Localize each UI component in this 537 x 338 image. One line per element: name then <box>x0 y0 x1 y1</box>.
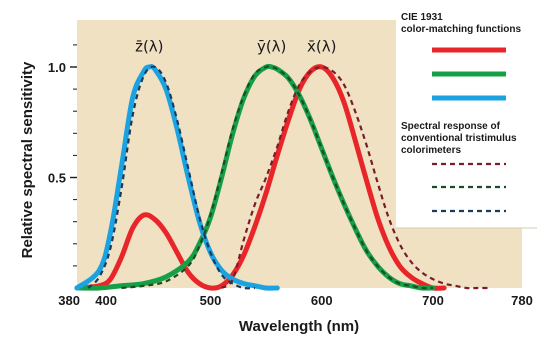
y-tick-label: 0.5 <box>48 171 66 186</box>
curve-label: x̄(λ) <box>307 38 336 56</box>
curve-label: ȳ(λ) <box>257 38 286 56</box>
legend: CIE 1931 color-matching functions Spectr… <box>396 6 537 229</box>
curve-labels: z̄(λ) ȳ(λ) x̄(λ) <box>135 38 336 56</box>
legend-title-2-line-3: colorimeters <box>401 145 461 156</box>
legend-title-2-line-1: Spectral response of <box>401 121 501 132</box>
y-tick-label: 1.0 <box>48 60 66 75</box>
curve-x-bar <box>74 64 447 291</box>
x-tick-label: 400 <box>95 293 117 308</box>
x-tick-label: 700 <box>422 293 444 308</box>
y-axis-title: Relative spectral sensitivity <box>19 61 36 258</box>
x-tick-label: 380 <box>58 293 80 308</box>
x-axis-title: Wavelength (nm) <box>239 318 359 335</box>
curve-colorimeter-y <box>121 65 434 290</box>
legend-title-1-line-1: CIE 1931 <box>401 12 443 23</box>
curve-colorimeter-x <box>220 65 489 290</box>
legend-title-2-line-2: conventional tristimulus <box>401 133 517 144</box>
curve-label: z̄(λ) <box>135 38 163 56</box>
curve-z-bar <box>74 64 280 291</box>
x-tick-label: 780 <box>511 293 533 308</box>
legend-title-1-line-2: color-matching functions <box>401 24 521 35</box>
curves-layer <box>74 63 489 291</box>
curve-colorimeter-z <box>87 65 256 290</box>
x-tick-label: 500 <box>200 293 222 308</box>
x-tick-label: 600 <box>311 293 333 308</box>
x-axis-ticks: 380 400 500 600 700 780 <box>58 293 533 308</box>
y-axis-ticks: 0.5 1.0 <box>48 44 77 267</box>
legend-swatches <box>432 47 506 213</box>
legend-box <box>396 6 537 228</box>
